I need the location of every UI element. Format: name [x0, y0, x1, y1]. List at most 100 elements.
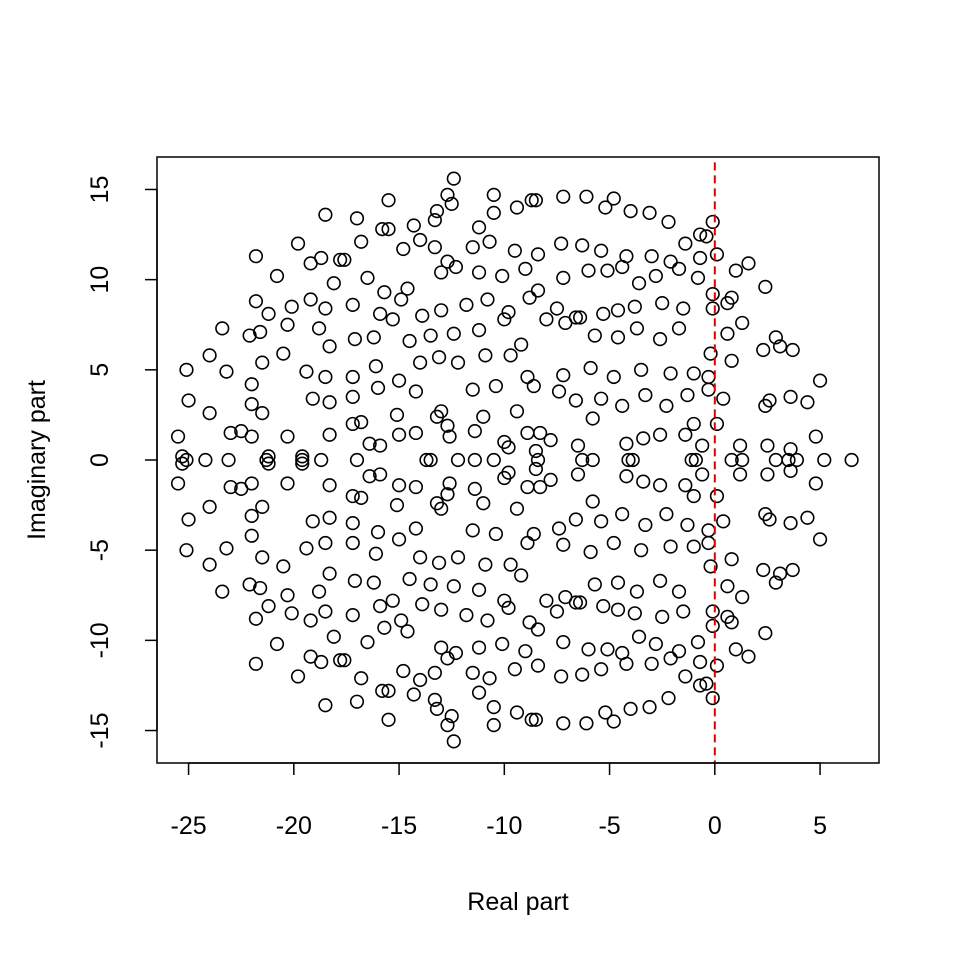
data-point — [606, 191, 621, 206]
data-point — [434, 602, 449, 617]
data-point — [276, 346, 291, 361]
data-point — [652, 573, 668, 588]
data-point — [444, 196, 459, 211]
data-point — [518, 261, 533, 276]
data-point — [495, 636, 510, 652]
data-point — [467, 452, 482, 468]
data-point — [373, 306, 388, 322]
data-point — [295, 449, 310, 464]
data-point — [385, 593, 400, 608]
data-point — [701, 382, 716, 397]
data-point — [333, 252, 348, 267]
data-point — [377, 285, 392, 300]
data-point — [812, 373, 828, 388]
y-tick-label: 5 — [86, 363, 114, 377]
data-point — [391, 478, 407, 493]
data-point — [482, 234, 497, 249]
data-point — [394, 613, 409, 628]
data-point — [362, 436, 377, 451]
data-point — [290, 669, 306, 684]
data-point — [709, 416, 725, 432]
data-point — [396, 241, 411, 257]
x-tick-label: -10 — [486, 812, 522, 840]
data-point — [202, 348, 217, 363]
data-point — [530, 622, 546, 637]
data-point — [465, 523, 480, 538]
data-point — [539, 312, 554, 327]
data-point — [450, 550, 466, 565]
data-point — [303, 292, 318, 307]
data-point — [280, 429, 295, 444]
data-point — [375, 683, 390, 698]
data-point — [476, 409, 491, 424]
data-point — [381, 683, 396, 698]
data-point — [501, 465, 516, 480]
data-point — [598, 705, 613, 720]
data-point — [486, 699, 501, 715]
data-point — [631, 276, 647, 291]
data-point — [724, 290, 739, 305]
data-point — [844, 452, 859, 468]
data-point — [758, 279, 773, 294]
data-point — [709, 488, 725, 504]
data-point — [629, 584, 645, 599]
data-point — [705, 286, 720, 302]
data-point — [415, 597, 430, 612]
y-tick-label: 0 — [86, 453, 114, 467]
data-point — [800, 395, 815, 410]
data-point — [381, 222, 396, 237]
data-point — [427, 692, 442, 707]
data-point — [568, 512, 583, 527]
data-point — [373, 467, 388, 482]
data-point — [280, 317, 295, 332]
data-point — [735, 589, 750, 605]
data-point — [215, 321, 230, 336]
data-point — [699, 229, 714, 244]
data-point — [497, 312, 512, 327]
data-point — [471, 265, 487, 280]
data-point — [423, 328, 438, 343]
data-point — [471, 220, 487, 235]
data-point — [631, 629, 647, 644]
data-point — [354, 234, 369, 249]
data-point — [179, 452, 194, 468]
data-point — [223, 425, 238, 441]
data-point — [446, 734, 461, 749]
data-point — [554, 236, 569, 251]
data-point — [408, 384, 424, 399]
data-point — [568, 310, 583, 325]
data-point — [556, 270, 571, 285]
data-point — [244, 476, 259, 491]
data-point — [215, 584, 230, 599]
data-point — [785, 342, 800, 358]
data-point — [610, 602, 626, 617]
data-point — [413, 550, 428, 565]
x-tick-label: 0 — [708, 812, 722, 840]
data-point — [762, 512, 777, 527]
data-point — [623, 701, 638, 716]
data-point — [326, 276, 341, 291]
data-point — [434, 303, 449, 318]
data-point — [446, 579, 461, 594]
data-point — [688, 452, 703, 468]
data-point — [501, 600, 516, 615]
data-point — [202, 557, 217, 572]
data-point — [575, 238, 590, 253]
data-point — [663, 539, 678, 554]
data-point — [423, 577, 438, 592]
data-point — [255, 406, 270, 421]
data-point — [549, 604, 565, 619]
data-point — [741, 649, 756, 664]
data-point — [671, 584, 687, 599]
points-layer — [170, 171, 859, 749]
data-point — [478, 557, 493, 572]
data-point — [514, 337, 529, 352]
data-point — [427, 240, 442, 255]
data-point — [528, 461, 543, 477]
data-point — [760, 467, 775, 482]
data-point — [716, 514, 731, 529]
data-point — [676, 604, 691, 619]
data-point — [349, 694, 365, 709]
data-point — [345, 488, 360, 504]
data-point — [720, 579, 735, 594]
